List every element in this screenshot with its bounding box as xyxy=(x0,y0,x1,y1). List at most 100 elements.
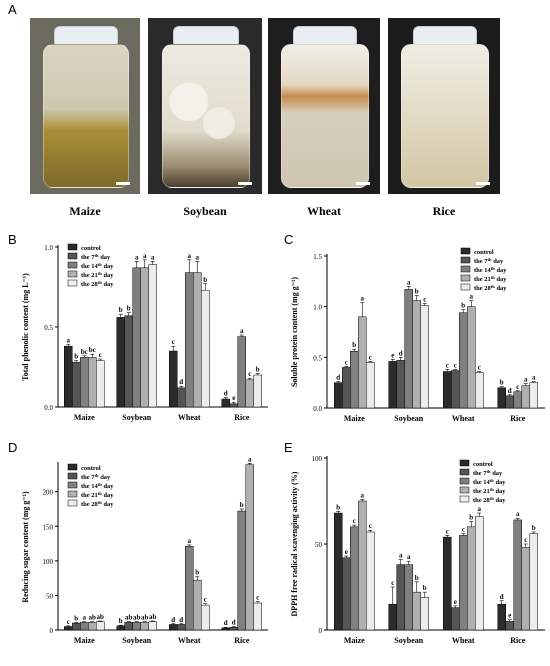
y-axis-label: Total phenolic content (mg L⁻¹) xyxy=(21,273,30,381)
bar xyxy=(529,533,538,631)
bar xyxy=(64,345,73,408)
panel-c-letter: C xyxy=(284,232,294,247)
legend-swatch xyxy=(67,252,78,260)
category-label: Soybean xyxy=(122,636,151,645)
significance-letter: b xyxy=(195,569,199,577)
bar xyxy=(497,387,506,409)
y-axis-label: Soluble protein content (mg g⁻¹) xyxy=(290,277,299,387)
significance-letter: c xyxy=(524,536,527,544)
bar xyxy=(185,272,194,408)
y-axis-label: DPPH free radical scavenging activity (%… xyxy=(290,471,299,616)
significance-letter: a xyxy=(407,278,411,286)
significance-letter: c xyxy=(369,353,372,361)
legend-label: the 7th day xyxy=(81,253,111,261)
bar xyxy=(513,519,522,631)
panel-d-letter: D xyxy=(8,440,18,455)
significance-letter: c xyxy=(446,361,449,369)
bar xyxy=(245,379,254,408)
chart-reducing-sugar: 0 50 100 150 200 Reducing sugar content (mg g… xyxy=(21,455,268,645)
category-label: Rice xyxy=(510,414,526,423)
significance-letter: b xyxy=(74,353,78,361)
bar xyxy=(185,546,194,631)
grain-label-soybean: Soybean xyxy=(183,204,227,218)
bar xyxy=(177,387,186,408)
significance-letter: d xyxy=(500,593,504,601)
bar xyxy=(443,371,452,409)
legend-swatch xyxy=(67,243,78,251)
legend-swatch xyxy=(459,486,470,494)
significance-letter: ab xyxy=(89,614,97,622)
y-tick-label: 100 xyxy=(43,558,54,566)
y-tick-label: 150 xyxy=(43,523,54,531)
significance-letter: c xyxy=(369,522,372,530)
y-tick-label: 0.0 xyxy=(313,405,322,413)
bar xyxy=(358,500,367,631)
y-tick-label: 1.0 xyxy=(313,304,322,312)
bar xyxy=(116,625,125,631)
bar xyxy=(140,622,149,631)
legend-label: the 14th day xyxy=(81,482,114,490)
significance-letter: a xyxy=(407,553,411,561)
scale-bar xyxy=(476,182,490,185)
legend-swatch xyxy=(67,499,78,507)
significance-letter: c xyxy=(172,338,175,346)
significance-letter: e xyxy=(508,612,511,620)
grain-label-maize: Maize xyxy=(69,204,101,218)
significance-letter: c xyxy=(248,370,251,378)
bar xyxy=(132,622,141,631)
legend-label: the 21th day xyxy=(81,491,114,499)
significance-letter: e xyxy=(345,548,348,556)
legend-swatch xyxy=(67,270,78,278)
bar xyxy=(80,622,89,631)
legend-label: control xyxy=(81,465,101,472)
jar-contents xyxy=(281,44,369,188)
legend-label: control xyxy=(81,245,101,252)
y-tick-label: 0 xyxy=(319,627,323,635)
bar xyxy=(193,272,202,408)
bar xyxy=(451,370,460,409)
bar xyxy=(467,306,476,409)
bar xyxy=(388,361,397,409)
bar xyxy=(96,621,105,631)
bar xyxy=(169,350,178,408)
bar xyxy=(366,531,375,631)
significance-letter: d xyxy=(224,619,228,627)
y-tick-label: 100 xyxy=(312,455,323,463)
legend-label: the 28th day xyxy=(81,280,114,288)
significance-letter: b xyxy=(461,302,465,310)
category-label: Soybean xyxy=(394,636,423,645)
bar xyxy=(229,403,238,408)
bar xyxy=(350,351,359,409)
bar xyxy=(64,626,73,631)
bar xyxy=(342,367,351,409)
significance-letter: c xyxy=(423,296,426,304)
significance-letter: d xyxy=(508,387,512,395)
wheat-jar-photo xyxy=(268,18,380,194)
bar xyxy=(358,316,367,409)
legend-label: the 14th day xyxy=(81,262,114,270)
legend-label: the 21th day xyxy=(474,275,507,283)
bar xyxy=(459,312,468,409)
legend-label: the 28th day xyxy=(474,284,507,292)
significance-letter: d xyxy=(179,378,183,386)
legend-swatch xyxy=(67,472,78,480)
bar xyxy=(140,267,149,408)
bar xyxy=(388,603,397,631)
bar xyxy=(475,372,484,409)
significance-letter: a xyxy=(516,510,520,518)
chart-soluble-protein: 0.0 0.5 1.0 1.5 Soluble protein content (mg … xyxy=(290,247,545,423)
significance-letter: ab xyxy=(149,613,157,621)
bar xyxy=(72,622,81,631)
rice-jar-photo xyxy=(388,18,500,194)
legend-label: the 28th day xyxy=(473,496,506,504)
significance-letter: a xyxy=(478,505,482,513)
legend-label: the 7th day xyxy=(473,469,503,477)
significance-letter: b xyxy=(352,341,356,349)
significance-letter: c xyxy=(99,351,102,359)
category-label: Maize xyxy=(74,413,95,422)
panel-e-letter: E xyxy=(284,440,293,455)
bar xyxy=(96,360,105,408)
significance-letter: b xyxy=(415,574,419,582)
bar xyxy=(148,264,157,408)
significance-letter: d xyxy=(171,616,175,624)
